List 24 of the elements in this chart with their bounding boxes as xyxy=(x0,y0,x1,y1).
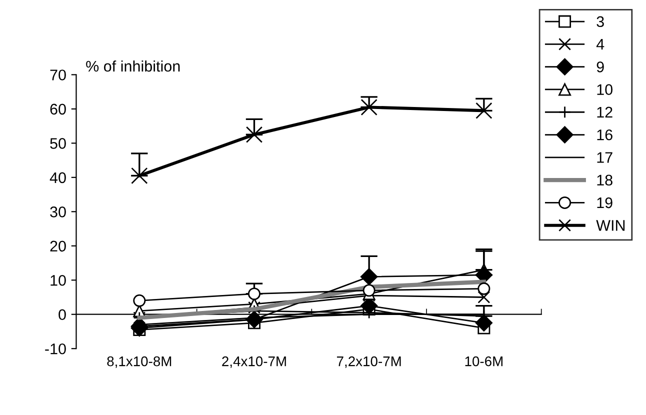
x-tick-label: 10-6M xyxy=(465,356,502,366)
y-tick-label: 60 xyxy=(50,104,66,115)
y-tick-label: 20 xyxy=(50,240,66,252)
y-axis-title: % of inhibition xyxy=(86,60,180,72)
x-tick-label: 8,1x10-8M xyxy=(107,356,172,368)
legend-label: 17 xyxy=(597,152,612,163)
legend-label: 19 xyxy=(597,197,612,208)
legend-label: 3 xyxy=(596,16,604,28)
y-tick-label: 40 xyxy=(50,172,66,184)
legend-label: 18 xyxy=(597,174,612,186)
legend-label: 12 xyxy=(597,106,612,118)
legend-label: 16 xyxy=(597,129,612,140)
y-tick-label: 30 xyxy=(50,206,66,218)
x-tick-label: 7,2x10-7M xyxy=(336,356,401,368)
legend-label: 4 xyxy=(596,39,604,50)
x-tick-label: 2,4x10-7M xyxy=(222,356,286,368)
y-tick-label: -10 xyxy=(45,343,66,354)
legend-label: 10 xyxy=(597,84,612,95)
y-tick-label: 0 xyxy=(58,309,66,320)
y-tick-label: 50 xyxy=(50,138,66,149)
y-tick-label: 10 xyxy=(50,274,66,286)
legend-label: 9 xyxy=(596,62,604,72)
legend-label: WIN xyxy=(596,220,625,231)
y-tick-label: 70 xyxy=(50,70,66,80)
